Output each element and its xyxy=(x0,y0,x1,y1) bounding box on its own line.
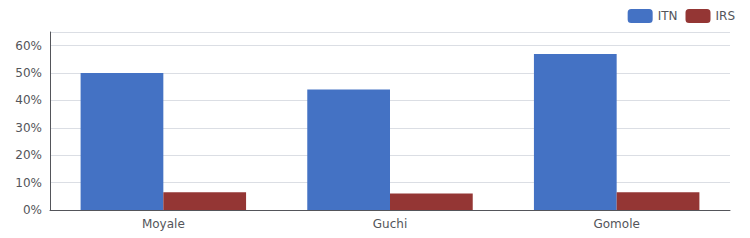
svg-text:Gomole: Gomole xyxy=(593,217,639,231)
svg-text:30%: 30% xyxy=(15,121,42,135)
svg-text:Moyale: Moyale xyxy=(142,217,185,231)
svg-text:20%: 20% xyxy=(15,148,42,162)
svg-text:Guchi: Guchi xyxy=(373,217,407,231)
svg-text:ITN: ITN xyxy=(658,9,678,23)
svg-text:60%: 60% xyxy=(15,39,42,53)
svg-text:10%: 10% xyxy=(15,176,42,190)
svg-text:0%: 0% xyxy=(23,203,42,217)
svg-text:IRS: IRS xyxy=(716,9,736,23)
svg-text:40%: 40% xyxy=(15,93,42,107)
svg-text:50%: 50% xyxy=(15,66,42,80)
